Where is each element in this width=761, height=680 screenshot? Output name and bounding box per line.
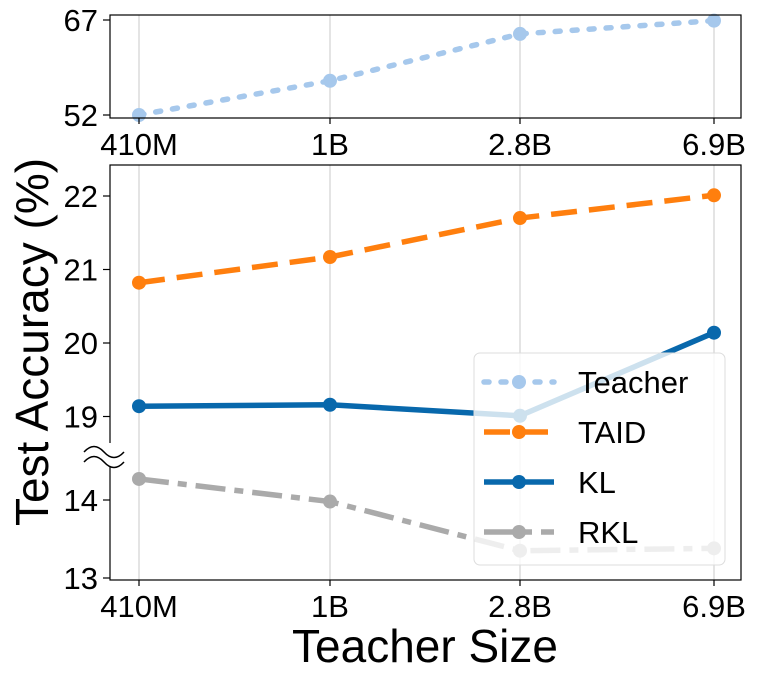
kl-point	[323, 397, 337, 412]
teacher-point	[707, 13, 721, 28]
legend-kl-marker	[512, 475, 526, 489]
teacher-series-line	[136, 17, 717, 118]
kl-point	[132, 399, 146, 414]
legend-teacher-marker	[512, 375, 526, 389]
legend-teacher-label: Teacher	[578, 365, 688, 400]
rkl-point	[323, 494, 337, 509]
top-panel-frame	[109, 14, 742, 119]
taid-point	[513, 211, 527, 226]
taid-point	[707, 188, 721, 203]
legend-box	[473, 352, 726, 566]
legend-taid-label: TAID	[578, 415, 646, 450]
top-y-tick-label: 52	[64, 98, 98, 133]
top-x-tick-label: 2.8B	[488, 127, 552, 162]
taid-point	[323, 250, 337, 265]
x-axis-label: Teacher Size	[292, 620, 558, 672]
legend-rkl-marker	[512, 525, 526, 539]
legend-kl-label: KL	[578, 465, 616, 500]
taid-point	[132, 275, 146, 290]
top-panel-x-ticks: 410M 1B 2.8B 6.9B	[100, 118, 746, 162]
axis-break-mark	[83, 443, 125, 469]
top-y-tick-label: 67	[64, 3, 98, 38]
top-panel-series	[132, 13, 721, 122]
bottom-y-tick-label: 21	[64, 253, 98, 288]
bottom-y-tick-label: 14	[64, 483, 98, 518]
bottom-panel-y-ticks: 13 14 19 20 21 22	[64, 179, 110, 596]
top-panel-y-ticks: 52 67	[64, 3, 110, 133]
top-x-tick-label: 1B	[311, 127, 349, 162]
top-x-tick-label: 410M	[100, 127, 178, 162]
bottom-y-tick-label: 13	[64, 561, 98, 596]
taid-series-line	[138, 192, 715, 286]
bottom-x-tick-label: 410M	[100, 589, 178, 624]
bottom-x-tick-label: 1B	[311, 589, 349, 624]
bottom-panel-frame	[109, 164, 742, 581]
y-axis-label: Test Accuracy (%)	[6, 158, 58, 526]
legend: Teacher TAID KL RKL	[473, 352, 726, 566]
bottom-panel-x-ticks: 410M 1B 2.8B 6.9B	[100, 580, 746, 624]
kl-point	[707, 325, 721, 340]
bottom-y-tick-label: 20	[64, 326, 98, 361]
bottom-x-tick-label: 6.9B	[682, 589, 746, 624]
top-panel-grid	[138, 15, 715, 118]
top-panel: 52 67 410M 1B 2.8B 6.9B	[64, 3, 746, 162]
teacher-point	[323, 73, 337, 88]
bottom-y-tick-label: 22	[64, 179, 98, 214]
teacher-point	[513, 26, 527, 41]
rkl-point	[132, 471, 146, 486]
bottom-x-tick-label: 2.8B	[488, 589, 552, 624]
bottom-panel: 13 14 19 20 21 22 410M 1B 2.8B 6.9B Teacher TAID K…	[64, 164, 746, 624]
bottom-y-tick-label: 19	[64, 400, 98, 435]
legend-rkl-label: RKL	[578, 515, 638, 550]
top-x-tick-label: 6.9B	[682, 127, 746, 162]
legend-taid-marker	[512, 425, 526, 439]
